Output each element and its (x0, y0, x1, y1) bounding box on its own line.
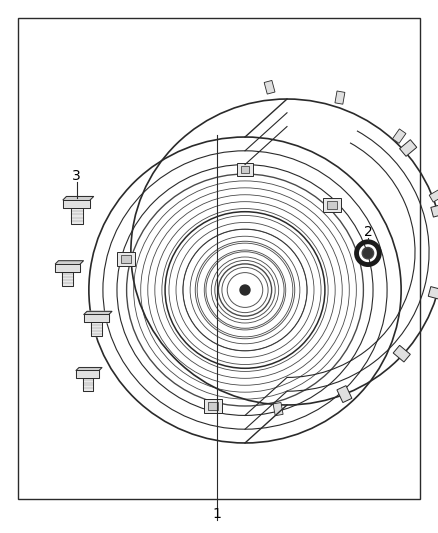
Polygon shape (56, 264, 80, 272)
Polygon shape (56, 261, 84, 264)
Polygon shape (84, 311, 112, 314)
Bar (399, 140, 417, 156)
Polygon shape (82, 378, 93, 391)
Bar (240, 166, 249, 173)
Bar (393, 345, 410, 362)
Bar (237, 163, 253, 176)
Bar (204, 399, 222, 414)
Bar (428, 287, 438, 300)
Text: 2: 2 (364, 225, 372, 239)
Polygon shape (76, 368, 102, 370)
Bar (264, 80, 275, 94)
Bar (121, 255, 131, 263)
Ellipse shape (240, 285, 250, 295)
Text: 1: 1 (212, 507, 221, 521)
Bar (429, 189, 438, 202)
Polygon shape (84, 314, 109, 322)
Bar (335, 91, 345, 104)
Bar (327, 201, 337, 209)
Bar (208, 402, 218, 410)
Polygon shape (91, 322, 102, 336)
Bar (323, 198, 341, 212)
Bar (337, 386, 352, 402)
Polygon shape (76, 370, 99, 378)
Bar (431, 204, 438, 217)
Polygon shape (63, 200, 90, 208)
Bar (273, 402, 283, 416)
Polygon shape (63, 197, 94, 200)
Polygon shape (63, 272, 73, 286)
Bar (392, 129, 406, 143)
Ellipse shape (362, 247, 374, 259)
Polygon shape (71, 208, 83, 224)
Text: 3: 3 (72, 169, 81, 183)
Bar (117, 252, 135, 266)
